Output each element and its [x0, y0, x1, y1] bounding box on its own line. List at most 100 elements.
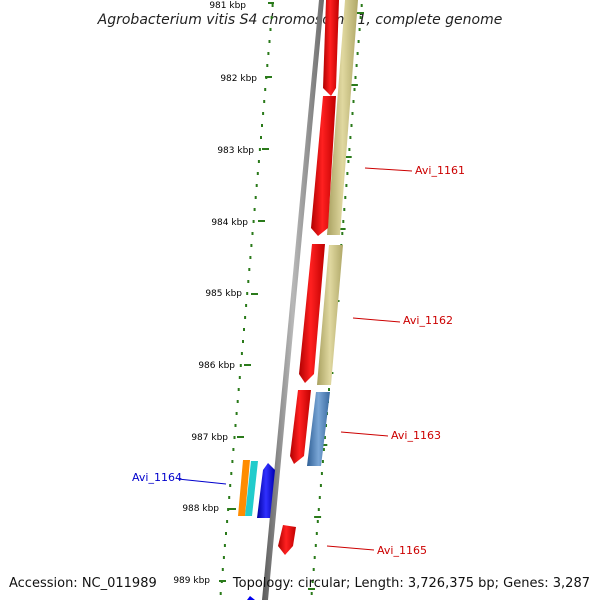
track-dot — [262, 112, 265, 115]
track-dot — [239, 364, 242, 367]
track-dot — [227, 508, 230, 511]
cds-arrow-top — [323, 0, 339, 96]
track-dot — [322, 448, 325, 451]
track-dot — [341, 232, 344, 235]
track-dot — [357, 40, 360, 43]
track-dot — [267, 52, 270, 55]
kbp-tick-985: 985 kbp — [205, 289, 258, 299]
track-dot — [223, 544, 226, 547]
track-tick — [320, 444, 328, 446]
track-dot — [252, 220, 255, 223]
track-dot — [350, 124, 353, 127]
track-tick — [338, 228, 346, 230]
kbp-label-982: 982 kbp — [220, 74, 257, 84]
track-dot — [244, 316, 247, 319]
track-dot — [243, 328, 245, 331]
track-dot — [360, 4, 363, 7]
kbp-tick-982: 982 kbp — [220, 74, 272, 84]
gene-label-avi-1165[interactable]: Avi_1165 — [326, 544, 427, 557]
track-dot — [222, 556, 225, 559]
track-dot — [343, 208, 346, 211]
kbp-label-985: 985 kbp — [205, 289, 242, 299]
track-dot — [269, 28, 272, 31]
track-dot — [261, 124, 263, 127]
svg-text:Avi_1161[interactable]: Avi_1161 — [415, 164, 465, 177]
gene-label-avi-1162[interactable]: Avi_1162 — [352, 314, 453, 327]
kbp-label-981: 981 kbp — [209, 1, 246, 11]
cds-arrow-1164 — [257, 463, 275, 518]
track-dot — [225, 532, 227, 535]
track-dot — [352, 100, 355, 103]
track-dot — [235, 412, 238, 415]
track-dot — [347, 160, 350, 163]
track-dot — [250, 244, 253, 247]
track-dot — [245, 304, 248, 307]
track-dot — [242, 340, 244, 343]
gene-label-avi-1164[interactable]: Avi_1164 — [132, 471, 227, 485]
cds-arrow-bottom — [247, 596, 255, 600]
track-dot — [248, 268, 251, 271]
kbp-scale: 981 kbp 982 kbp 983 kbp 984 kbp 985 kbp … — [173, 1, 274, 586]
svg-text:Avi_1162[interactable]: Avi_1162 — [403, 314, 453, 327]
track-dot — [230, 472, 233, 475]
track-dot — [355, 64, 358, 67]
track-dot — [234, 424, 237, 427]
cds-arrow-1163 — [290, 390, 311, 464]
track-dot — [255, 184, 258, 187]
track-dot — [263, 100, 266, 103]
track-dot — [315, 532, 318, 535]
kbp-label-983: 983 kbp — [217, 146, 254, 156]
left-dotted-track — [219, 4, 274, 595]
cog-block-cyan — [245, 461, 258, 516]
cds-arrow-1161 — [311, 96, 336, 236]
track-dot — [253, 208, 256, 211]
track-dot — [264, 88, 267, 91]
cog-block-1163 — [307, 392, 330, 466]
kbp-tick-986: 986 kbp — [198, 361, 251, 371]
track-dot — [349, 136, 352, 139]
track-dot — [247, 280, 250, 283]
gene-labels: Avi_1161 Avi_1162 Avi_1163 Avi_1164 Avi_… — [132, 164, 465, 557]
track-dot — [345, 184, 348, 187]
track-dot — [354, 76, 357, 79]
track-dot — [359, 16, 362, 19]
track-tick — [344, 156, 352, 158]
track-dot — [348, 148, 351, 151]
track-dot — [258, 148, 261, 151]
track-tick — [350, 84, 358, 86]
track-dot — [249, 256, 252, 259]
chromosome-backbone — [262, 0, 324, 600]
track-dot — [236, 400, 239, 403]
cds-arrow-1162 — [299, 244, 325, 383]
track-dot — [316, 520, 319, 523]
track-tick — [314, 516, 322, 518]
svg-text:Avi_1164[interactable]: Avi_1164 — [132, 471, 182, 484]
track-dot — [246, 292, 249, 295]
kbp-label-989: 989 kbp — [173, 576, 210, 586]
cog-block-orange — [238, 460, 250, 516]
track-dot — [342, 220, 345, 223]
track-dot — [221, 568, 224, 571]
cds-track — [278, 0, 339, 555]
kbp-tick-988: 988 kbp — [182, 504, 236, 514]
track-dot — [237, 388, 240, 391]
track-dot — [323, 436, 326, 439]
track-dot — [251, 232, 254, 235]
track-dot — [353, 88, 356, 91]
track-tick — [357, 12, 364, 14]
svg-text:Avi_1163[interactable]: Avi_1163 — [391, 429, 441, 442]
track-dot — [325, 424, 327, 427]
cog-block-1162 — [317, 245, 343, 385]
kbp-tick-983: 983 kbp — [217, 146, 269, 156]
track-dot — [257, 160, 260, 163]
track-dot — [351, 112, 354, 115]
gene-label-avi-1161[interactable]: Avi_1161 — [364, 164, 465, 177]
svg-text:Avi_1165[interactable]: Avi_1165 — [377, 544, 427, 557]
kbp-tick-984: 984 kbp — [211, 218, 265, 228]
track-dot — [310, 592, 313, 595]
cog-block-1161 — [327, 0, 358, 235]
gene-label-avi-1163[interactable]: Avi_1163 — [340, 429, 441, 442]
track-dot — [319, 484, 322, 487]
genome-summary-text: Topology: circular; Length: 3,726,375 bp… — [232, 576, 590, 591]
